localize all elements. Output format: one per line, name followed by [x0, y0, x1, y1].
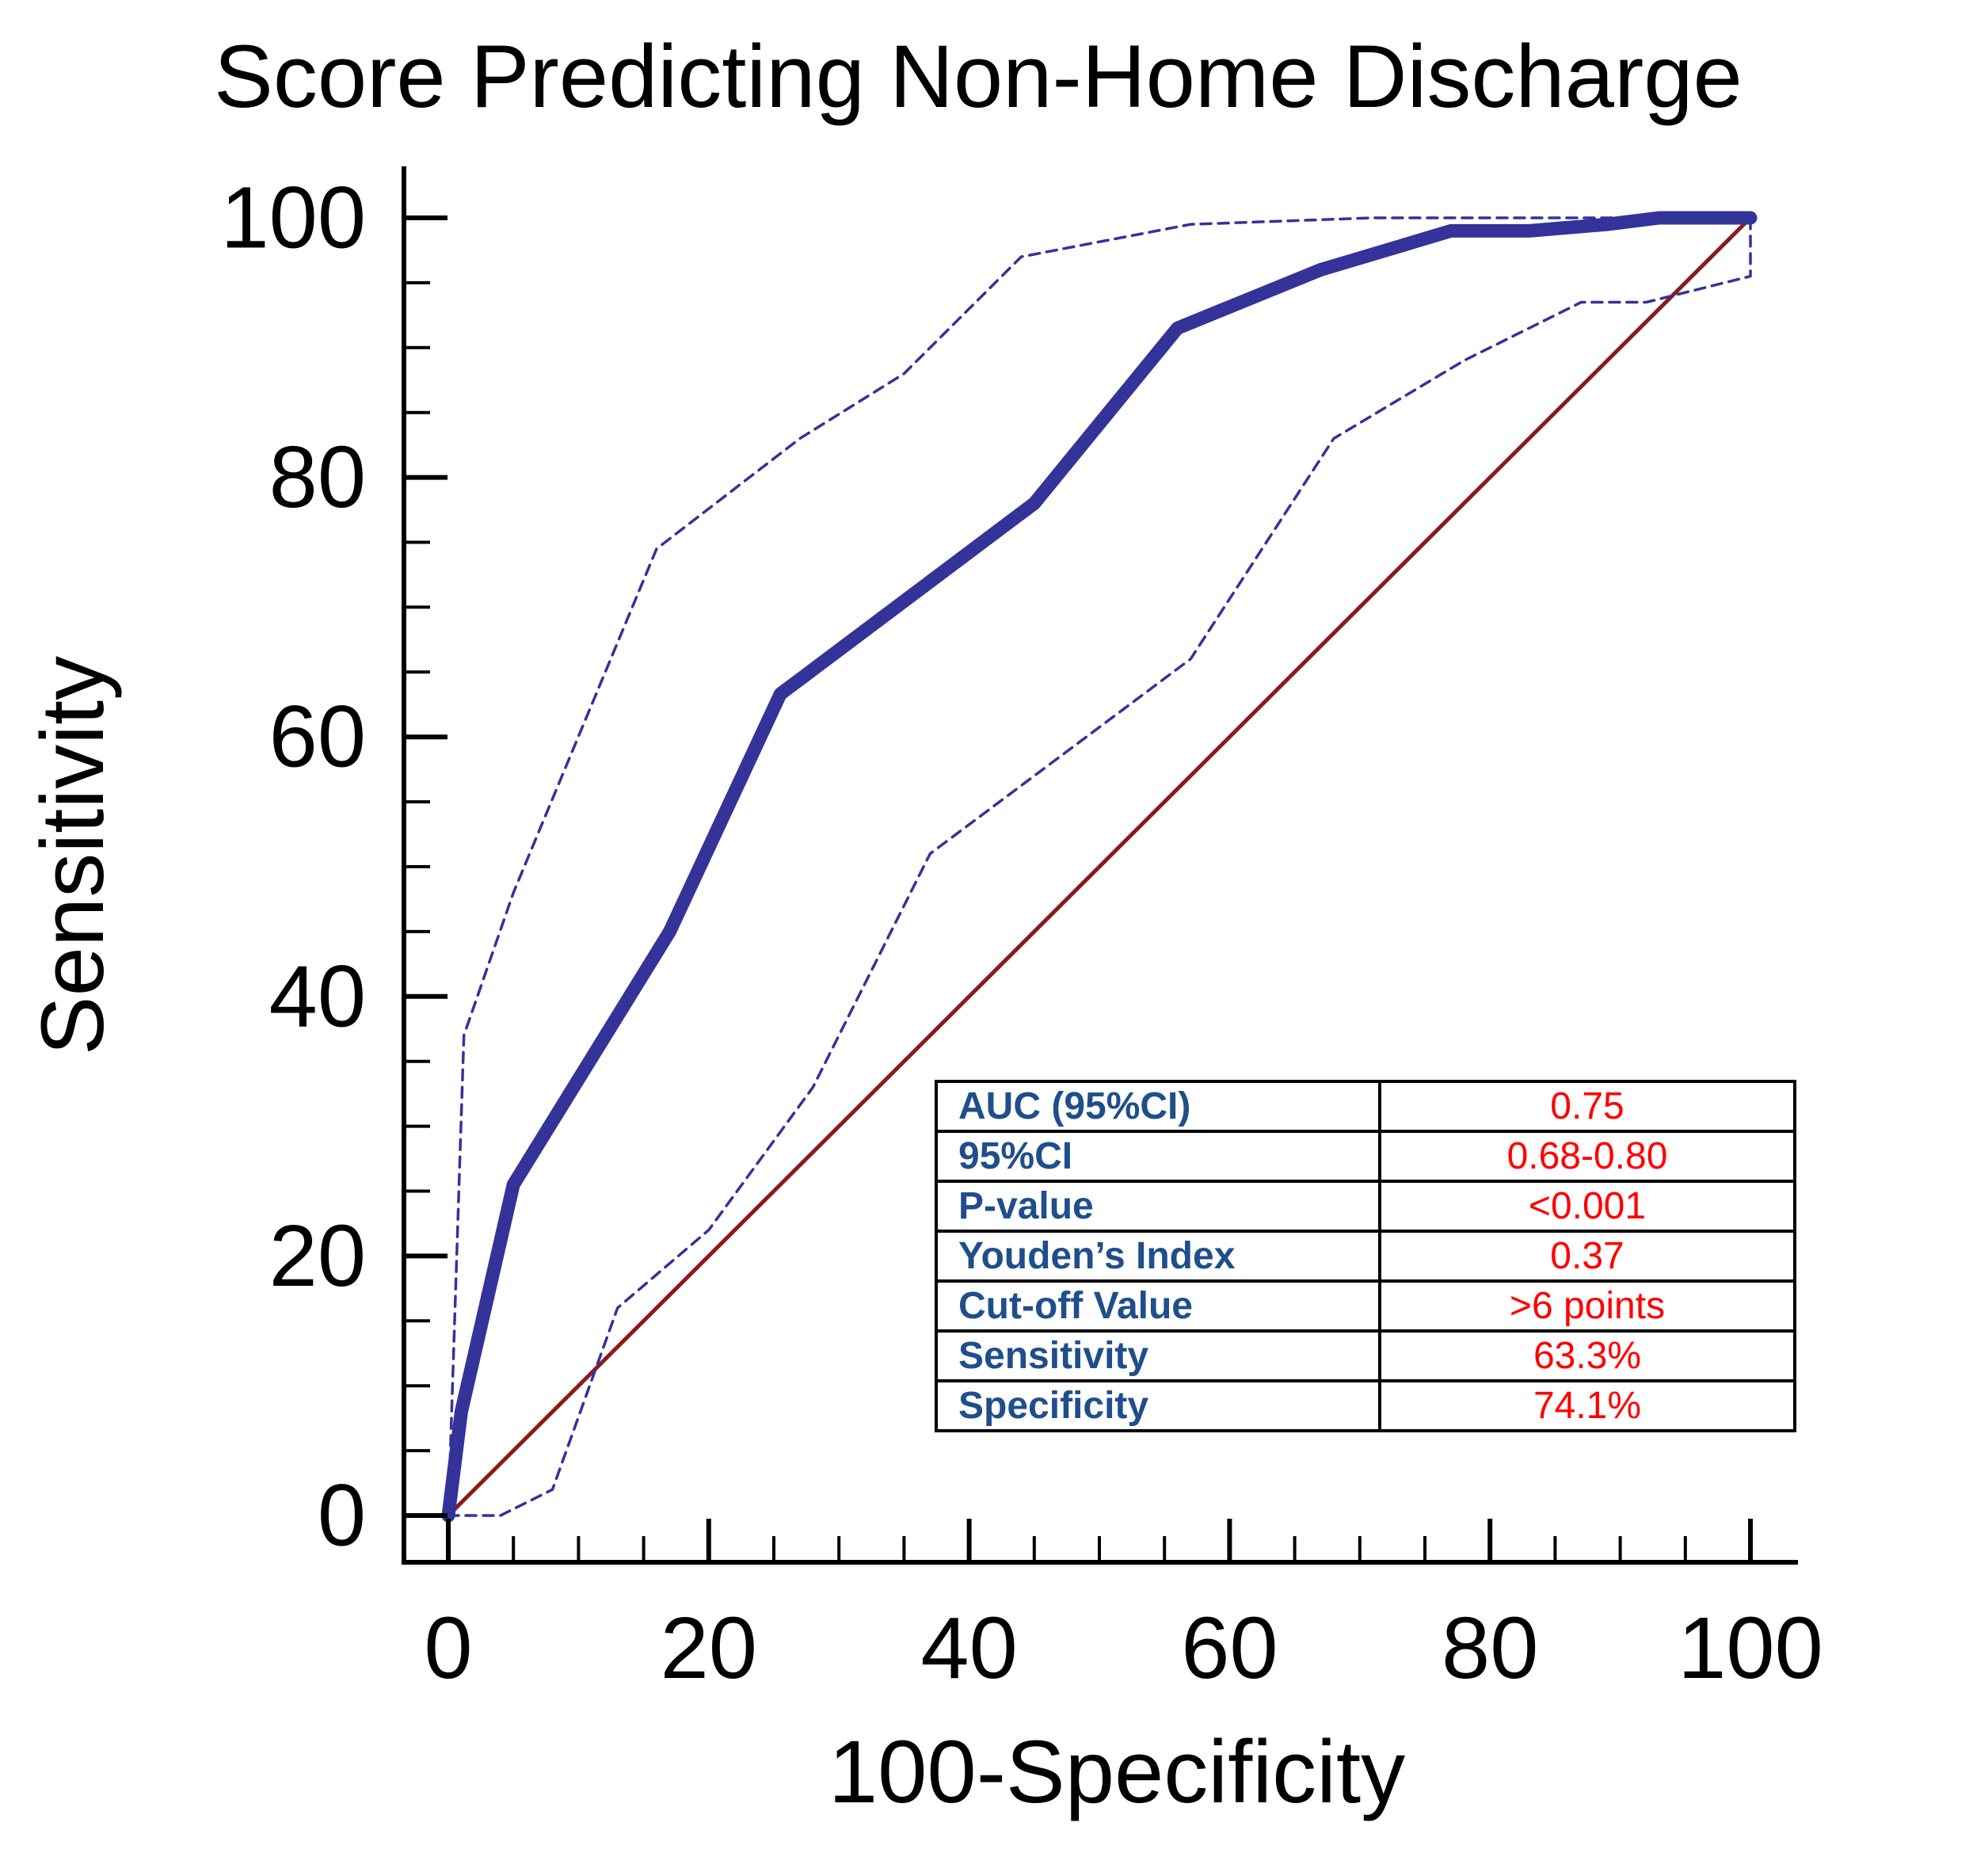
- stats-row: AUC (95%CI) 0.75: [935, 1080, 1796, 1133]
- stats-row: 95%CI 0.68-0.80: [935, 1130, 1796, 1183]
- x-tick-label: 80: [1442, 1600, 1538, 1697]
- x-axis-title: 100-Specificity: [828, 1722, 1405, 1821]
- y-tick-label: 40: [269, 948, 366, 1045]
- stats-table: AUC (95%CI) 0.75 95%CI 0.68-0.80 P-value <0.0…: [935, 1080, 1796, 1432]
- series-ci-upper: [447, 216, 1752, 1517]
- y-tick-label: 80: [269, 429, 366, 526]
- y-tick-label: 0: [318, 1467, 366, 1565]
- stats-label: Specificity: [935, 1379, 1381, 1432]
- chart-title: Score Predicting Non-Home Discharge: [214, 27, 1743, 126]
- x-tick-label: 0: [424, 1600, 472, 1697]
- stats-row: Sensitivity 63.3%: [935, 1329, 1796, 1382]
- stats-value: 74.1%: [1378, 1379, 1796, 1432]
- stats-row: P-value <0.001: [935, 1180, 1796, 1233]
- y-tick-label: 60: [269, 688, 366, 786]
- x-tick-label: 40: [920, 1600, 1017, 1697]
- plot-area: [441, 211, 1758, 1523]
- x-tick-label: 20: [661, 1600, 757, 1697]
- y-axis-title: Sensitivity: [23, 656, 122, 1055]
- stats-label: P-value: [935, 1180, 1381, 1233]
- stats-label: Cut-off Value: [935, 1279, 1381, 1333]
- stats-value: 0.68-0.80: [1378, 1130, 1796, 1183]
- stats-value: 0.75: [1378, 1080, 1796, 1133]
- stats-label: Youden’s Index: [935, 1230, 1381, 1283]
- series-reference-diagonal: [446, 215, 1753, 1518]
- stats-value: 0.37: [1378, 1230, 1796, 1283]
- series-ci-lower: [447, 216, 1752, 1517]
- series-roc-curve: [441, 211, 1758, 1523]
- stats-value: 63.3%: [1378, 1329, 1796, 1382]
- axis-ticks: 0 20 40 60 80 100 0 20 40 60 80 100: [220, 170, 1823, 1698]
- x-tick-label: 60: [1181, 1600, 1278, 1697]
- stats-value: <0.001: [1378, 1180, 1796, 1233]
- stats-row: Youden’s Index 0.37: [935, 1230, 1796, 1283]
- x-tick-label: 100: [1678, 1600, 1823, 1697]
- stats-row: Specificity 74.1%: [935, 1379, 1796, 1432]
- stats-label: Sensitivity: [935, 1329, 1381, 1382]
- stats-label: AUC (95%CI): [935, 1080, 1381, 1133]
- stats-row: Cut-off Value >6 points: [935, 1279, 1796, 1333]
- stats-value: >6 points: [1378, 1279, 1796, 1333]
- y-tick-label: 20: [269, 1207, 366, 1305]
- stats-label: 95%CI: [935, 1130, 1381, 1183]
- y-tick-label: 100: [220, 170, 366, 267]
